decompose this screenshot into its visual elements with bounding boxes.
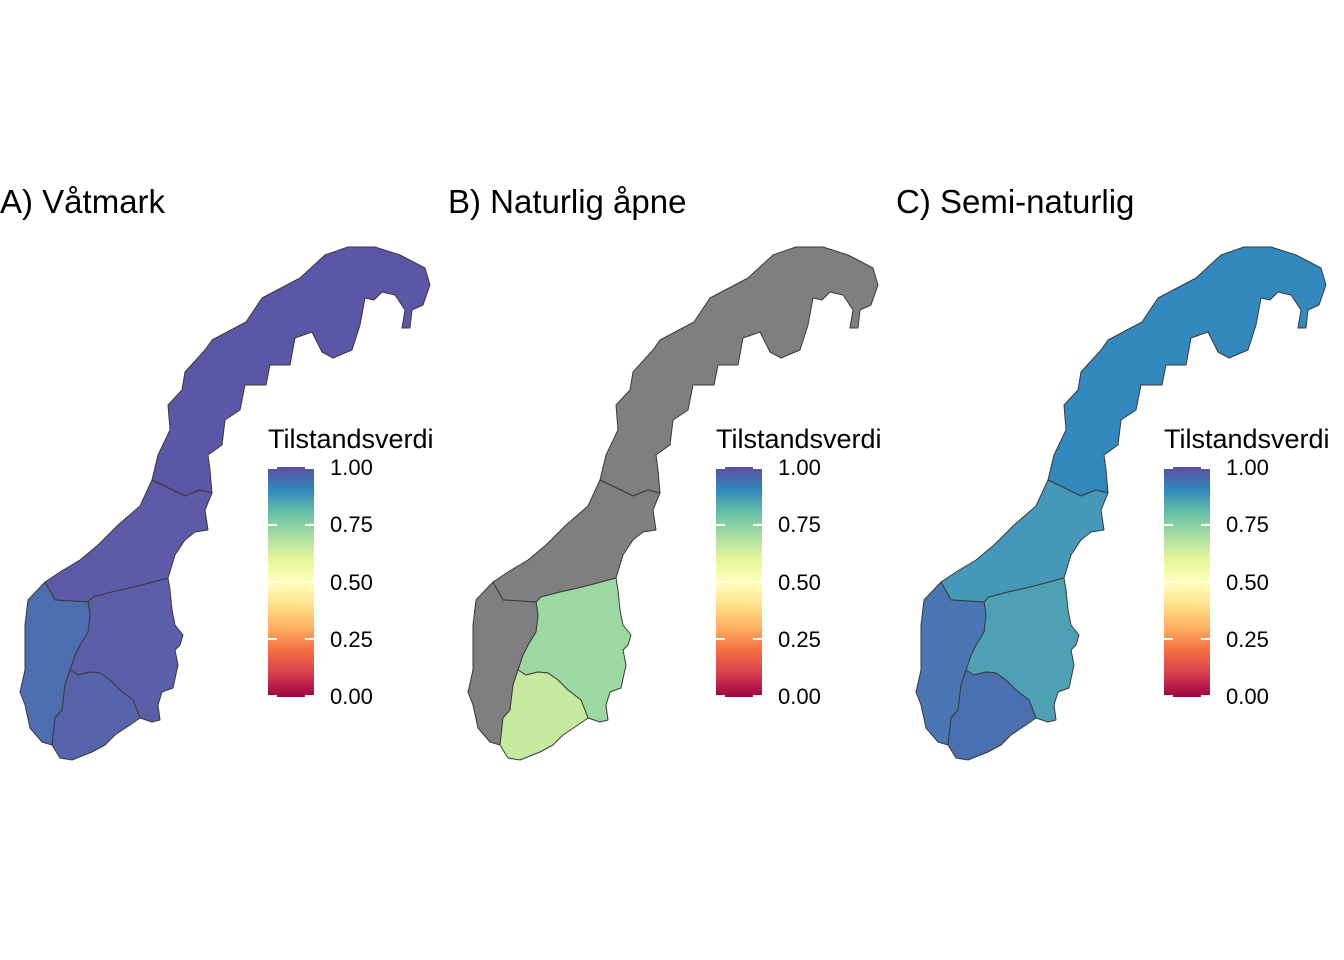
tick-label: 1.00 (1226, 455, 1269, 480)
region-sorlandet (947, 669, 1037, 761)
region-midt-norge (940, 479, 1109, 603)
tick-mark (1164, 695, 1210, 697)
tick-label: 0.25 (778, 627, 821, 652)
tick-label: 0.50 (330, 570, 373, 595)
legend-title: Tilstandsverdi (1164, 424, 1330, 454)
tick-label: 1.00 (778, 455, 821, 480)
tick-mark (1164, 638, 1210, 640)
panel-b: B) Naturlig åpne Tilstandsverdi 1.00 0.7… (448, 0, 896, 960)
tick-label: 0.75 (778, 512, 821, 537)
tick-label: 0.00 (330, 684, 373, 709)
norway-map (915, 246, 1327, 761)
tick-label: 0.25 (1226, 627, 1269, 652)
panel-title: C) Semi-naturlig (896, 183, 1135, 220)
legend: Tilstandsverdi 1.00 0.75 0.50 0.25 0.00 (716, 424, 882, 708)
region-sorlandet (499, 669, 589, 761)
tick-mark (716, 638, 762, 640)
legend: Tilstandsverdi 1.00 0.75 0.50 0.25 0.00 (268, 424, 434, 708)
tick-label: 0.50 (778, 570, 821, 595)
tick-mark (1164, 581, 1210, 583)
region-nord-norge (151, 246, 431, 497)
tick-label: 0.75 (330, 512, 373, 537)
tick-mark (1164, 467, 1210, 469)
colorbar (268, 467, 314, 697)
tick-label: 0.50 (1226, 570, 1269, 595)
tick-mark (1164, 524, 1210, 526)
tick-mark (716, 467, 762, 469)
tick-mark (716, 524, 762, 526)
tick-mark (268, 695, 314, 697)
region-sorlandet (51, 669, 141, 761)
region-nord-norge (599, 246, 879, 497)
panel-title: A) Våtmark (0, 183, 166, 220)
tick-label: 0.75 (1226, 512, 1269, 537)
panel-title: B) Naturlig åpne (448, 183, 687, 220)
colorbar (716, 467, 762, 697)
legend: Tilstandsverdi 1.00 0.75 0.50 0.25 0.00 (1164, 424, 1330, 708)
tick-label: 0.00 (778, 684, 821, 709)
tick-mark (716, 581, 762, 583)
panel-c: C) Semi-naturlig Tilstandsverdi 1.00 0.7… (896, 0, 1344, 960)
tick-mark (268, 524, 314, 526)
tick-label: 1.00 (330, 455, 373, 480)
panel-a: A) Våtmark Tilstandsverdi 1.00 0.75 0.50… (0, 0, 448, 960)
region-midt-norge (44, 479, 213, 603)
tick-mark (268, 638, 314, 640)
legend-title: Tilstandsverdi (268, 424, 434, 454)
legend-title: Tilstandsverdi (716, 424, 882, 454)
tick-label: 0.25 (330, 627, 373, 652)
region-midt-norge (492, 479, 661, 603)
tick-label: 0.00 (1226, 684, 1269, 709)
region-nord-norge (1047, 246, 1327, 497)
tick-mark (268, 581, 314, 583)
norway-map (19, 246, 431, 761)
colorbar (1164, 467, 1210, 697)
tick-mark (716, 695, 762, 697)
tick-mark (268, 467, 314, 469)
norway-map (467, 246, 879, 761)
